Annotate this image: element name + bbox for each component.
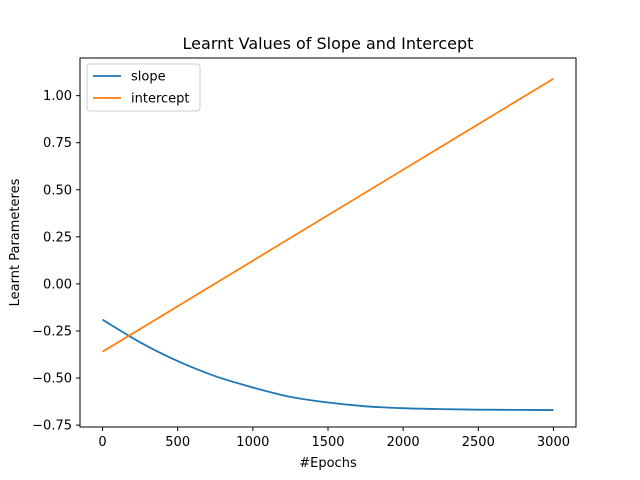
chart-title: Learnt Values of Slope and Intercept <box>183 34 474 53</box>
series-line-intercept <box>102 77 554 353</box>
y-tick-label: −0.25 <box>32 324 72 339</box>
x-tick-label: 1500 <box>311 435 344 450</box>
y-tick-label: −0.50 <box>32 372 72 387</box>
y-axis-label: Learnt Parameteres <box>8 178 23 306</box>
axes-frame <box>79 57 577 428</box>
y-tick-label: 0.00 <box>43 277 72 292</box>
x-tick-label: 2500 <box>462 435 495 450</box>
legend-label-slope: slope <box>131 70 166 85</box>
y-tick-label: 1.00 <box>43 89 72 104</box>
x-tick-label: 500 <box>165 435 190 450</box>
x-tick-label: 2000 <box>387 435 420 450</box>
y-tick-label: 0.75 <box>43 136 72 151</box>
x-tick-label: 3000 <box>537 435 570 450</box>
y-tick-label: 0.50 <box>43 183 72 198</box>
x-axis-label: #Epochs <box>299 456 357 471</box>
x-tick-label: 0 <box>98 435 106 450</box>
legend-label-intercept: intercept <box>131 92 190 107</box>
legend: slope intercept <box>86 63 201 112</box>
series-line-slope <box>102 318 554 411</box>
x-tick-label: 1000 <box>236 435 269 450</box>
series-lines <box>102 77 554 411</box>
y-tick-label: 0.25 <box>43 230 72 245</box>
axis-ticks: 0 500 1000 1500 2000 2500 3000 −0.75 −0.50 −0.25 0… <box>32 89 570 450</box>
y-tick-label: −0.75 <box>32 419 72 434</box>
